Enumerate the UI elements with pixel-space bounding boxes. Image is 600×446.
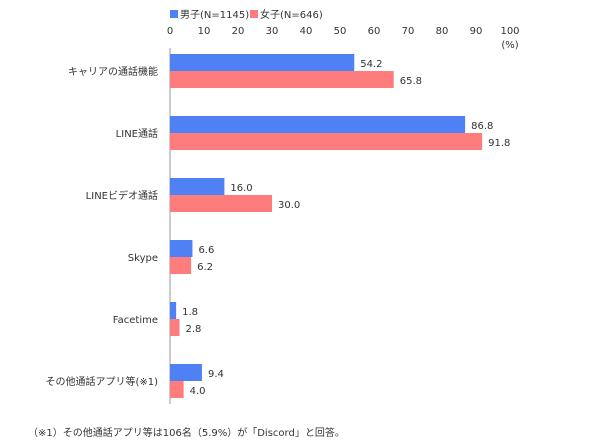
x-tick-label: 20 — [232, 26, 245, 37]
legend-swatch-male — [170, 9, 178, 18]
legend-item-female: 女子(N=646) — [250, 6, 323, 21]
legend: 男子(N=1145) 女子(N=646) — [0, 6, 600, 21]
bar-male — [170, 364, 202, 381]
bar-female — [170, 319, 180, 336]
category-label: Skype — [128, 253, 158, 264]
bar-male — [170, 178, 225, 195]
x-tick-label: 30 — [266, 26, 279, 37]
x-tick-label: 60 — [368, 26, 381, 37]
bar-female — [170, 381, 184, 398]
bar-female — [170, 257, 192, 274]
data-label: 54.2 — [360, 59, 382, 70]
data-label: 91.8 — [488, 138, 510, 149]
data-label: 16.0 — [230, 183, 252, 194]
x-tick-label: 80 — [436, 26, 449, 37]
data-label: 30.0 — [278, 200, 300, 211]
data-label: 6.2 — [197, 262, 213, 273]
legend-label-male: 男子(N=1145) — [180, 10, 250, 21]
data-label: 9.4 — [208, 369, 224, 380]
category-label: LINE通話 — [116, 127, 158, 140]
x-tick-label: 90 — [470, 26, 483, 37]
data-label: 65.8 — [400, 76, 422, 87]
data-label: 86.8 — [471, 121, 493, 132]
bar-female — [170, 133, 483, 150]
legend-swatch-female — [250, 9, 258, 18]
data-label: 1.8 — [182, 307, 198, 318]
bar-female — [170, 71, 394, 88]
data-label: 6.6 — [198, 245, 214, 256]
bar-male — [170, 54, 355, 71]
x-tick-label: 50 — [334, 26, 347, 37]
bar-male — [170, 302, 177, 319]
category-label: LINEビデオ通話 — [86, 189, 158, 202]
x-tick-label: 40 — [300, 26, 313, 37]
data-label: 2.8 — [186, 324, 202, 335]
category-label: Facetime — [113, 315, 158, 326]
data-label: 4.0 — [190, 386, 206, 397]
legend-label-female: 女子(N=646) — [260, 10, 323, 21]
x-tick-label: 10 — [198, 26, 211, 37]
bar-male — [170, 240, 193, 257]
footnote: （※1）その他通話アプリ等は106名（5.9%）が「Discord」と回答。 — [28, 428, 345, 439]
x-tick-label: 100 — [500, 26, 519, 37]
bar-female — [170, 195, 272, 212]
category-label: その他通話アプリ等(※1) — [45, 375, 158, 388]
x-tick-label: 70 — [402, 26, 415, 37]
x-axis-unit: (%) — [501, 40, 518, 51]
category-label: キャリアの通話機能 — [68, 65, 158, 78]
legend-item-male: 男子(N=1145) — [170, 6, 249, 21]
x-tick-label: 0 — [167, 26, 173, 37]
bar-male — [170, 116, 466, 133]
